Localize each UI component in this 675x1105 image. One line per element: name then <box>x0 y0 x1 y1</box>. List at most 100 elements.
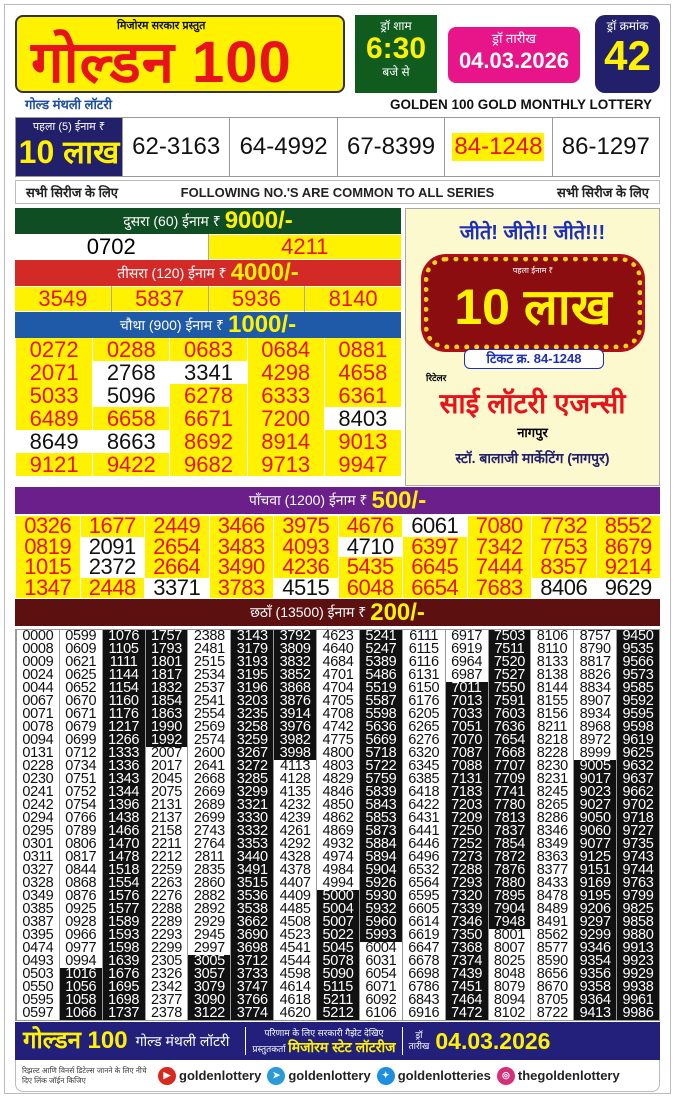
sixth-prize-number: 3122 <box>187 1006 231 1020</box>
sixth-prize-number: 7368 <box>444 941 488 955</box>
date-label-line: तारीख <box>408 1041 430 1051</box>
fourth-prize-number: 3341 <box>169 361 247 384</box>
sixth-prize-number: 0311 <box>16 850 59 864</box>
sixth-prize-number: 8110 <box>530 642 574 656</box>
ad-prize-label: पहला ईनाम ₹ <box>512 266 554 275</box>
sixth-prize-number: 3766 <box>230 993 274 1007</box>
sixth-prize-number: 5389 <box>358 655 402 669</box>
social-link[interactable]: ➤ goldenlottery <box>267 1066 371 1085</box>
sixth-prize-number: 8007 <box>487 941 531 955</box>
fourth-prize-number: 5096 <box>92 384 170 407</box>
footer-date-label: ड्रॉ तारीख <box>409 1030 430 1052</box>
sixth-prize-number: 3876 <box>273 694 317 708</box>
sixth-prize-number: 2007 <box>144 746 188 760</box>
fourth-prize-number: 6333 <box>246 384 324 407</box>
sixth-prize-number: 9986 <box>616 1006 659 1020</box>
sixth-prize-number: 1577 <box>101 902 145 916</box>
sixth-prize-number: 6071 <box>358 980 402 994</box>
sixth-prize-number: 1105 <box>101 642 145 656</box>
fourth-prize-number: 2071 <box>15 361 92 384</box>
sixth-prize-number: 4485 <box>273 902 317 916</box>
sixth-prize-number: 0387 <box>16 915 59 929</box>
sixth-prize-number: 0295 <box>16 824 59 838</box>
first-prize-row: पहला (5) ईनाम ₹ 10 लाख 62-3163 64-4992 6… <box>15 117 660 177</box>
fifth-prize-number: 1677 <box>79 516 145 537</box>
fourth-prize-number: 9682 <box>169 453 246 476</box>
sixth-prize-number: 8138 <box>530 668 574 682</box>
fifth-prize-number: 6048 <box>337 577 403 598</box>
sixth-prize-number: 9151 <box>573 863 617 877</box>
sixth-prize-number: 8094 <box>487 993 531 1007</box>
fifth-prize-number: 5435 <box>337 557 403 578</box>
sixth-prize-number: 0928 <box>58 915 102 929</box>
fifth-prize-number: 3466 <box>208 516 274 537</box>
sixth-prize-number: 2377 <box>144 993 188 1007</box>
social-handle: goldenlottery <box>179 1068 262 1083</box>
ticket-number: टिकट क्र. 84-1248 <box>464 349 604 369</box>
first-prize-number: 67-8399 <box>336 118 444 176</box>
logo-title: गोल्डन 100 <box>31 30 292 95</box>
sixth-prize-number: 9299 <box>573 928 617 942</box>
sixth-prize-number: 8377 <box>530 863 574 877</box>
first-prize-number: 86-1297 <box>551 118 659 176</box>
prize-number: 0702 <box>86 234 136 259</box>
youtube-icon: ▶ <box>158 1066 176 1085</box>
sixth-prize-number: 0385 <box>16 902 59 916</box>
sixth-prize-number: 1639 <box>101 954 145 968</box>
sixth-prize-number: 7346 <box>444 915 488 929</box>
sixth-prize-number: 1160 <box>101 694 145 708</box>
sixth-prize-number: 4862 <box>316 811 359 825</box>
sixth-prize-number: 7876 <box>487 863 531 877</box>
footer-subtitle: गोल्ड मंथली लॉटरी <box>135 1032 230 1049</box>
sixth-prize-number: 0301 <box>16 837 59 851</box>
sixth-prize-number: 9763 <box>616 876 659 890</box>
fifth-prize-number: 3483 <box>208 536 274 557</box>
sixth-prize-number: 9913 <box>616 941 659 955</box>
sixth-prize-number: 4932 <box>316 837 359 851</box>
sixth-prize-number: 1466 <box>101 824 145 838</box>
sixth-prize-number: 9535 <box>616 642 659 656</box>
sixth-prize-number: 8230 <box>530 759 574 773</box>
sixth-prize-number: 7837 <box>487 824 531 838</box>
sixth-prize-number: 3196 <box>230 681 274 695</box>
sixth-prize-number: 3662 <box>230 915 274 929</box>
sixth-prize-number: 6964 <box>444 655 488 669</box>
sixth-prize-number: 0754 <box>58 798 102 812</box>
sixth-prize-number: 8656 <box>530 967 574 981</box>
sixth-prize-number: 1832 <box>144 681 188 695</box>
sixth-prize-number: 0000 <box>16 629 59 643</box>
social-link[interactable]: ◎ thegoldenlottery <box>496 1066 620 1085</box>
sixth-prize-number: 0671 <box>58 707 102 721</box>
fifth-prize-number: 3490 <box>208 557 274 578</box>
sixth-prize-number: 4994 <box>316 876 359 890</box>
sixth-prize-number: 7088 <box>444 759 488 773</box>
agency-city: नागपुर <box>517 425 548 440</box>
sixth-prize-number: 5007 <box>316 915 359 929</box>
sixth-prize-number: 1793 <box>144 642 188 656</box>
sixth-prize-number: 2481 <box>187 642 231 656</box>
sixth-prize-number: 4850 <box>316 798 359 812</box>
social-link[interactable]: ✦ goldenlotteries <box>376 1066 491 1085</box>
sixth-prize-number: 1801 <box>144 655 188 669</box>
social-link[interactable]: ▶ goldenlottery <box>158 1066 262 1085</box>
sixth-prize-number: 5932 <box>358 902 402 916</box>
presenter-label: प्रस्तुतकर्ता <box>252 1044 286 1054</box>
fourth-prize-number: 0683 <box>169 338 246 361</box>
sixth-prize-number: 3515 <box>230 876 274 890</box>
fifth-prize-number: 4676 <box>337 516 403 537</box>
sixth-prize-number: 1695 <box>101 980 145 994</box>
sixth-prize-number: 9125 <box>573 850 617 864</box>
fourth-prize-number: 9422 <box>92 453 169 476</box>
sixth-prize-number: 9023 <box>573 785 617 799</box>
sixth-prize-number: 3698 <box>230 941 274 955</box>
sixth-prize-number: 0493 <box>16 954 59 968</box>
sixth-prize-number: 6605 <box>401 902 445 916</box>
sixth-prize-number: 9592 <box>616 694 659 708</box>
sixth-prize-number: 4705 <box>316 694 359 708</box>
sixth-prize-number: 9077 <box>573 837 617 851</box>
sixth-prize-number: 6320 <box>401 746 445 760</box>
sixth-prize-number: 8562 <box>530 928 574 942</box>
sixth-prize-number: 0751 <box>58 772 102 786</box>
sixth-prize-number: 7472 <box>444 1006 488 1020</box>
time-label: ड्रॉ शाम <box>380 19 412 33</box>
